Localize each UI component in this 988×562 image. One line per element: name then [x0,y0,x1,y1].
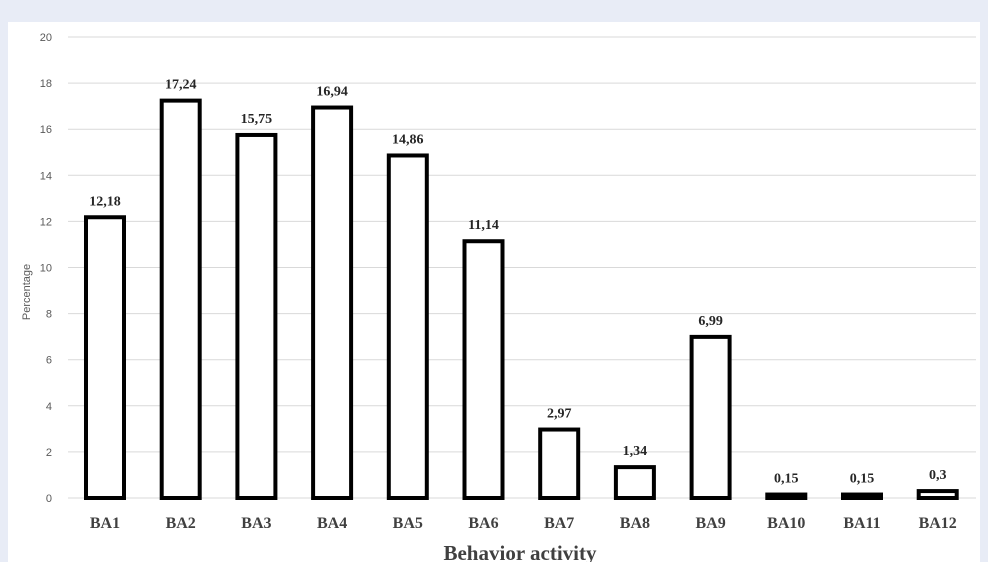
y-tick-label: 0 [46,493,52,505]
y-tick-label: 14 [40,170,52,182]
x-tick-label: BA12 [919,515,957,532]
y-axis-ticks: 0 2 4 6 8 10 12 14 16 18 20 [40,32,52,505]
x-axis-ticks: BA1 BA2 BA3 BA4 BA5 BA6 BA7 BA8 BA9 BA10 BA11 BA12 [90,515,957,532]
y-tick-label: 18 [40,78,52,90]
x-tick-label: BA8 [620,515,650,532]
y-axis-label: Percentage [21,264,33,320]
x-tick-label: BA7 [544,515,574,532]
data-label: 11,14 [468,218,499,233]
data-label: 15,75 [241,112,273,127]
x-tick-label: BA11 [843,515,880,532]
data-label: 17,24 [165,78,197,93]
x-tick-label: BA2 [166,515,196,532]
x-tick-label: BA10 [767,515,805,532]
y-tick-label: 4 [46,401,52,413]
chart-frame: 0 2 4 6 8 10 12 14 16 18 20 12,18 17,24 15,75 16,94 14… [8,22,980,562]
bar [538,427,581,501]
bar [235,132,278,501]
data-label: 6,99 [698,314,723,329]
bar [311,105,354,501]
x-axis-label: Behavior activity [443,541,597,562]
bar-chart: 0 2 4 6 8 10 12 14 16 18 20 12,18 17,24 15,75 16,94 14… [21,32,976,562]
bar [916,489,959,500]
y-tick-label: 6 [46,355,52,367]
y-tick-label: 16 [40,124,52,136]
data-label: 0,3 [929,468,947,483]
data-label: 0,15 [850,472,875,487]
data-label: 14,86 [392,132,424,147]
bar [84,215,126,500]
bar [613,465,656,501]
gridlines [68,36,976,499]
y-tick-label: 10 [40,263,52,275]
x-tick-label: BA3 [241,515,271,532]
y-tick-label: 8 [46,309,52,321]
y-tick-label: 20 [40,32,52,44]
x-tick-label: BA4 [317,515,347,532]
bar [841,492,883,501]
bar [386,153,429,501]
data-label: 16,94 [316,85,348,100]
x-tick-label: BA9 [695,515,725,532]
x-tick-label: BA1 [90,515,120,532]
y-tick-label: 12 [40,216,52,228]
bar [159,98,202,500]
data-label: 1,34 [623,444,648,459]
bar [462,239,505,501]
data-label: 2,97 [547,407,572,422]
data-labels: 12,18 17,24 15,75 16,94 14,86 11,14 2,97 1,34 6,… [89,78,946,487]
y-tick-label: 2 [46,447,52,459]
data-label: 0,15 [774,472,799,487]
x-tick-label: BA5 [393,515,423,532]
bars [84,98,959,501]
x-tick-label: BA6 [468,515,498,532]
data-label: 12,18 [89,194,121,209]
bar [689,334,732,500]
bar [765,492,808,501]
